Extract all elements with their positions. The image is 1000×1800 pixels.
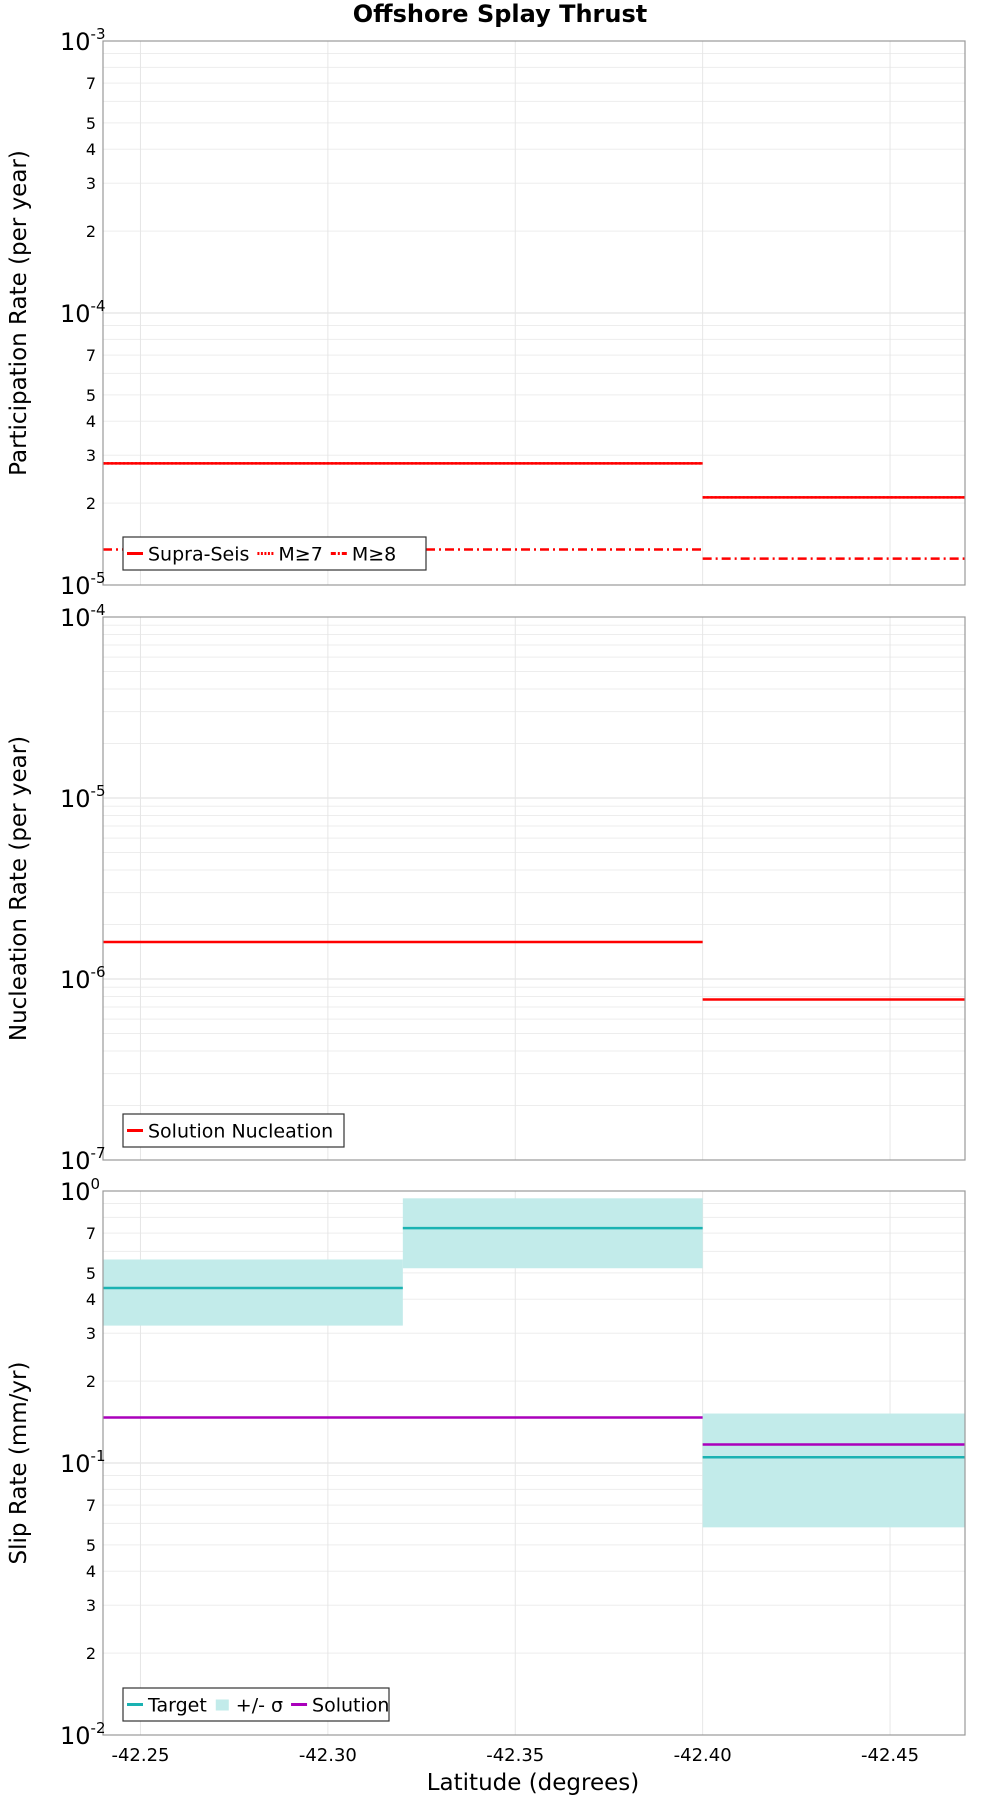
- y-tick-label-minor: 5: [86, 1536, 96, 1555]
- y-tick-label-minor: 7: [86, 346, 96, 365]
- y-tick-base: 10: [60, 300, 91, 328]
- chart-title: Offshore Splay Thrust: [353, 0, 647, 28]
- legend-label: +/- σ: [236, 1695, 283, 1717]
- grid-lines: [103, 41, 965, 586]
- y-tick-label-minor: 5: [86, 1264, 96, 1283]
- y-tick-base: 10: [60, 572, 91, 600]
- y-tick-label-minor: 5: [86, 386, 96, 405]
- y-tick-label-minor: 4: [86, 140, 96, 159]
- y-tick-label-decade: 10-4: [60, 601, 106, 632]
- y-tick-exponent: -5: [91, 782, 106, 800]
- x-axis-label: Latitude (degrees): [427, 1770, 640, 1796]
- y-tick-label-minor: 3: [86, 446, 96, 465]
- y-tick-exponent: -4: [91, 601, 106, 619]
- x-tick-label: -42.40: [674, 1745, 732, 1766]
- y-tick-exponent: -1: [91, 1447, 106, 1465]
- y-tick-label-minor: 7: [86, 1224, 96, 1243]
- y-tick-label-decade: 10-7: [60, 1144, 106, 1175]
- y-tick-base: 10: [60, 604, 91, 632]
- y-tick-label-decade: 100: [60, 1175, 100, 1206]
- legend-label: Supra-Seis: [148, 544, 249, 566]
- y-tick-label-minor: 2: [86, 1372, 96, 1391]
- plot-frame: [102, 616, 966, 1161]
- uncertainty-band-segment: [402, 1198, 703, 1269]
- y-axis-label: Nucleation Rate (per year): [6, 736, 32, 1041]
- y-axis-label: Slip Rate (mm/yr): [6, 1362, 32, 1565]
- y-tick-exponent: -4: [91, 297, 106, 315]
- legend-box: [122, 536, 427, 571]
- y-tick-exponent: -2: [91, 1719, 106, 1737]
- y-tick-label-decade: 10-6: [60, 963, 106, 994]
- uncertainty-band-segment: [702, 1413, 965, 1528]
- uncertainty-band-segment: [103, 1259, 403, 1326]
- y-axis-label: Participation Rate (per year): [6, 150, 32, 476]
- x-tick-label: -42.45: [861, 1745, 919, 1766]
- x-tick-label: -42.30: [299, 1745, 357, 1766]
- legend: Target +/- σ Solution: [122, 1687, 390, 1722]
- y-tick-label-minor: 7: [86, 74, 96, 93]
- y-tick-label-minor: 3: [86, 1324, 96, 1343]
- legend: Solution Nucleation: [122, 1113, 345, 1148]
- y-tick-exponent: -5: [91, 569, 106, 587]
- legend-label: M≥8: [352, 544, 396, 566]
- y-tick-base: 10: [60, 966, 91, 994]
- y-tick-label-minor: 2: [86, 1644, 96, 1663]
- y-tick-label-minor: 4: [86, 1562, 96, 1581]
- legend-swatch: [215, 1699, 229, 1711]
- legend-label: M≥7: [278, 544, 322, 566]
- y-tick-label-minor: 3: [86, 1596, 96, 1615]
- y-tick-label-minor: 5: [86, 114, 96, 133]
- y-tick-base: 10: [60, 1147, 91, 1175]
- y-tick-base: 10: [60, 1722, 91, 1750]
- plot-frame: [102, 1190, 966, 1736]
- y-tick-label-decade: 10-5: [60, 569, 106, 600]
- y-tick-exponent: -7: [91, 1144, 106, 1162]
- x-tick-label: -42.35: [486, 1745, 544, 1766]
- legend: Supra-Seis M≥7 M≥8: [122, 536, 427, 571]
- y-tick-label-decade: 10-4: [60, 297, 106, 328]
- y-tick-label-minor: 2: [86, 222, 96, 241]
- grid-lines: [103, 617, 965, 1161]
- y-tick-exponent: 0: [91, 1175, 101, 1193]
- legend-label: Solution Nucleation: [148, 1121, 333, 1143]
- legend-box: [122, 1687, 390, 1722]
- y-tick-label-minor: 2: [86, 494, 96, 513]
- y-tick-label-decade: 10-2: [60, 1719, 106, 1750]
- y-tick-base: 10: [60, 785, 91, 813]
- legend-label: Target: [147, 1695, 207, 1717]
- y-tick-label-decade: 10-3: [60, 25, 106, 56]
- legend-label: Solution: [312, 1695, 389, 1717]
- y-tick-label-decade: 10-1: [60, 1447, 106, 1478]
- y-tick-exponent: -3: [91, 25, 106, 43]
- y-tick-base: 10: [60, 1450, 91, 1478]
- y-tick-label-minor: 4: [86, 1290, 96, 1309]
- plot-frame: [102, 40, 966, 586]
- y-tick-base: 10: [60, 1178, 91, 1206]
- y-tick-label-minor: 4: [86, 412, 96, 431]
- legend-box: [122, 1113, 345, 1148]
- y-tick-exponent: -6: [91, 963, 106, 981]
- x-tick-label: -42.25: [111, 1745, 169, 1766]
- y-tick-label-minor: 7: [86, 1496, 96, 1515]
- y-tick-base: 10: [60, 28, 91, 56]
- y-tick-label-minor: 3: [86, 174, 96, 193]
- y-tick-label-decade: 10-5: [60, 782, 106, 813]
